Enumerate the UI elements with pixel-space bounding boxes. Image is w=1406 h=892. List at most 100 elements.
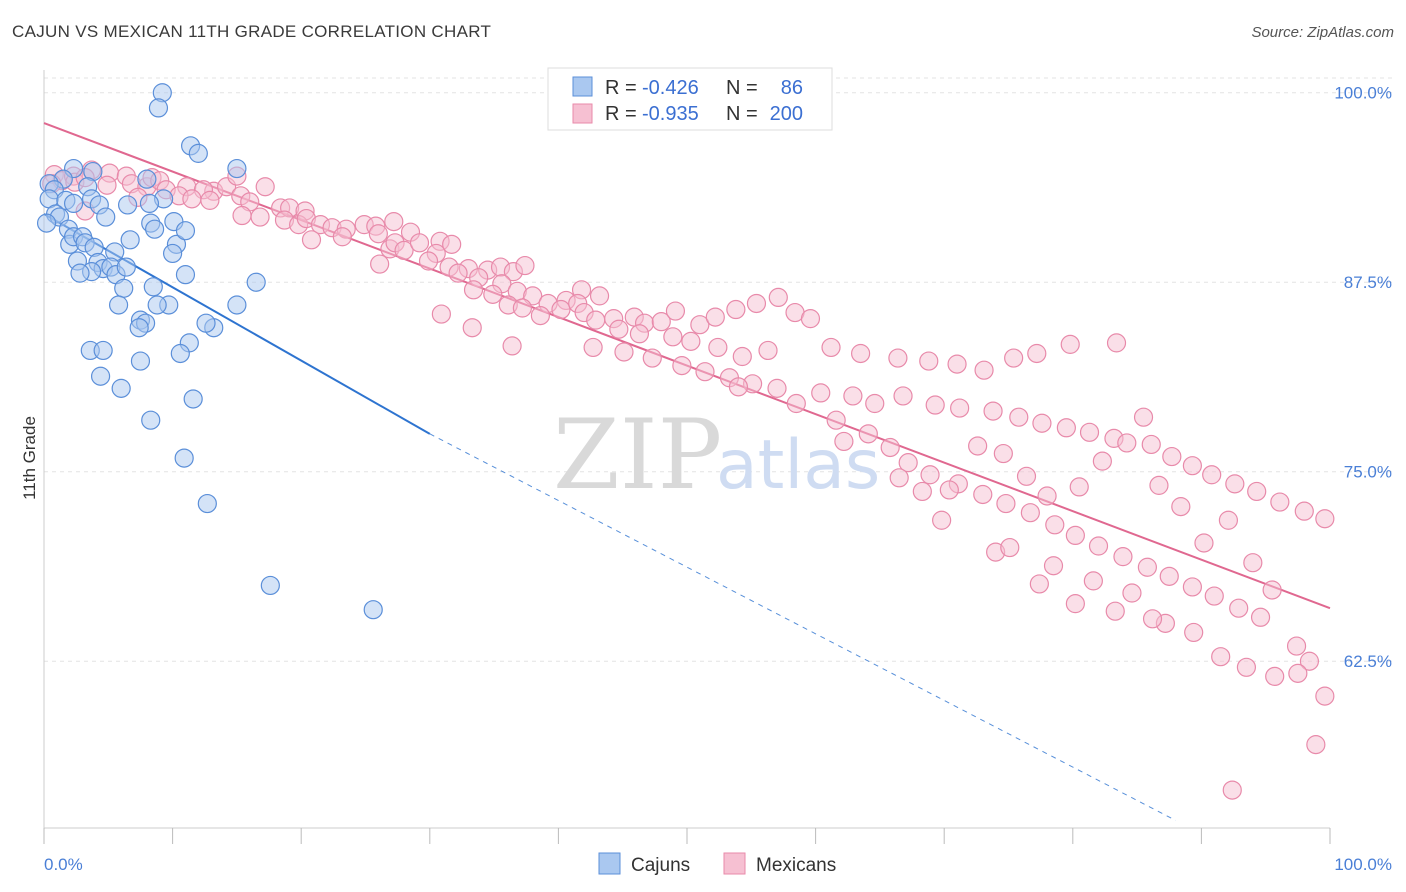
mexican-point-162	[834, 431, 854, 452]
mexican-point-90	[431, 304, 451, 324]
mexican-point-25	[255, 177, 275, 197]
y-tick-label-2: 87.5%	[1344, 273, 1392, 292]
cajun-point-52	[227, 295, 247, 315]
mexican-point-113	[672, 356, 692, 376]
cajun-point-4	[227, 158, 247, 179]
bottom-legend-cajuns: Cajuns	[631, 855, 690, 876]
mexican-point-100	[821, 337, 841, 358]
mexican-point-151	[1065, 525, 1085, 546]
watermark-zip: ZIP	[553, 399, 722, 511]
mexican-point-109	[1106, 333, 1127, 353]
mexican-point-167	[1016, 466, 1037, 486]
grid-lines	[44, 77, 1392, 662]
cajun-point-28	[120, 230, 140, 250]
mexican-point-108	[1060, 334, 1080, 354]
mexican-point-192	[1222, 780, 1242, 800]
mexican-point-9	[97, 175, 117, 195]
mexican-point-85	[726, 299, 746, 320]
mexican-point-142	[858, 424, 878, 444]
mexican-point-150	[1045, 515, 1065, 535]
mexican-point-31	[232, 205, 252, 226]
mexican-point-168	[1037, 486, 1057, 506]
mexican-point-107	[1027, 343, 1047, 364]
mexican-point-59	[515, 255, 535, 276]
mexican-point-195	[1000, 537, 1020, 558]
mexican-point-101	[851, 343, 871, 364]
cajun-point-3	[188, 143, 208, 163]
mexican-point-148	[996, 493, 1016, 514]
mexican-point-155	[1159, 566, 1179, 586]
cajun-point-71	[363, 600, 383, 620]
mexican-point-104	[947, 354, 967, 374]
x-tick-labels: 0.0% 100.0%	[44, 855, 1392, 874]
mexican-point-171	[1117, 433, 1137, 453]
mexican-point-71	[483, 284, 503, 304]
mexican-point-189	[1288, 663, 1308, 683]
cajun-point-14	[63, 193, 84, 214]
mexican-point-174	[1194, 533, 1214, 553]
mexican-point-48	[394, 240, 414, 261]
cajun-point-18	[139, 193, 160, 214]
cajun-point-35	[163, 243, 183, 264]
watermark-atlas: atlas	[716, 426, 880, 505]
mexican-point-73	[512, 298, 532, 318]
mexican-point-41	[368, 224, 388, 244]
legend-r-label-1: R =	[605, 77, 637, 99]
mexican-point-132	[1162, 446, 1182, 467]
series-legend: Cajuns Mexicans	[598, 852, 836, 876]
y-tick-label-3: 100.0%	[1334, 84, 1392, 103]
cajun-point-49	[114, 278, 134, 298]
y-axis-label: 11th Grade	[20, 416, 39, 500]
cajun-point-58	[129, 318, 149, 338]
mexican-point-110	[583, 337, 603, 358]
mexican-point-173	[1171, 497, 1191, 517]
cajun-point-45	[116, 257, 136, 277]
cajun-point-65	[111, 378, 131, 398]
cajun-point-62	[93, 340, 113, 361]
mexican-point-145	[920, 465, 940, 485]
mexican-point-138	[1294, 501, 1314, 521]
cajun-point-67	[141, 410, 161, 430]
cajun-point-70	[260, 575, 280, 596]
mexican-point-51	[442, 234, 462, 254]
mexican-point-165	[968, 436, 988, 456]
mexican-point-161	[728, 377, 749, 397]
stats-legend: R = -0.426 N = 86 R = -0.935 N = 200	[547, 67, 833, 131]
mexican-point-84	[705, 307, 725, 327]
mexican-point-97	[708, 337, 728, 358]
mexican-point-127	[1056, 418, 1076, 438]
mexican-point-149	[1020, 503, 1040, 523]
mexican-point-185	[1184, 622, 1204, 643]
mexican-point-140	[786, 393, 806, 414]
mexican-point-143	[880, 437, 900, 458]
mexican-point-123	[950, 398, 970, 418]
mexican-point-135	[1225, 474, 1245, 494]
mexican-point-137	[1270, 492, 1290, 512]
cajun-point-16	[117, 195, 138, 215]
cajun-point-64	[90, 366, 111, 386]
legend-r-value-1: -0.426	[642, 77, 699, 99]
mexican-point-105	[974, 360, 994, 380]
y-tick-labels: 62.5% 75.0% 87.5% 100.0%	[1334, 84, 1392, 671]
mexican-point-86	[746, 293, 767, 314]
bottom-legend-mexicans: Mexicans	[756, 855, 836, 876]
y-tick-label-1: 75.0%	[1344, 463, 1392, 482]
cajun-point-24	[96, 207, 116, 227]
mexican-point-196	[1043, 556, 1064, 576]
mexican-point-133	[1182, 456, 1202, 476]
mexican-point-125	[1009, 407, 1029, 427]
mexican-point-144	[898, 453, 918, 473]
mexican-point-121	[893, 386, 913, 406]
mexican-point-42	[384, 212, 404, 232]
mexican-point-131	[1141, 434, 1161, 455]
mexican-point-136	[1247, 481, 1267, 502]
mexican-point-70	[463, 280, 484, 300]
mexican-point-141	[826, 410, 846, 430]
mexican-point-187	[1236, 657, 1257, 677]
mexican-point-134	[1202, 465, 1222, 485]
mexican-point-130	[1133, 407, 1154, 427]
mexican-point-169	[1069, 477, 1089, 497]
mexican-point-160	[502, 336, 522, 356]
mexican-point-157	[1204, 586, 1224, 606]
source-label: Source: ZipAtlas.com	[1251, 24, 1394, 41]
